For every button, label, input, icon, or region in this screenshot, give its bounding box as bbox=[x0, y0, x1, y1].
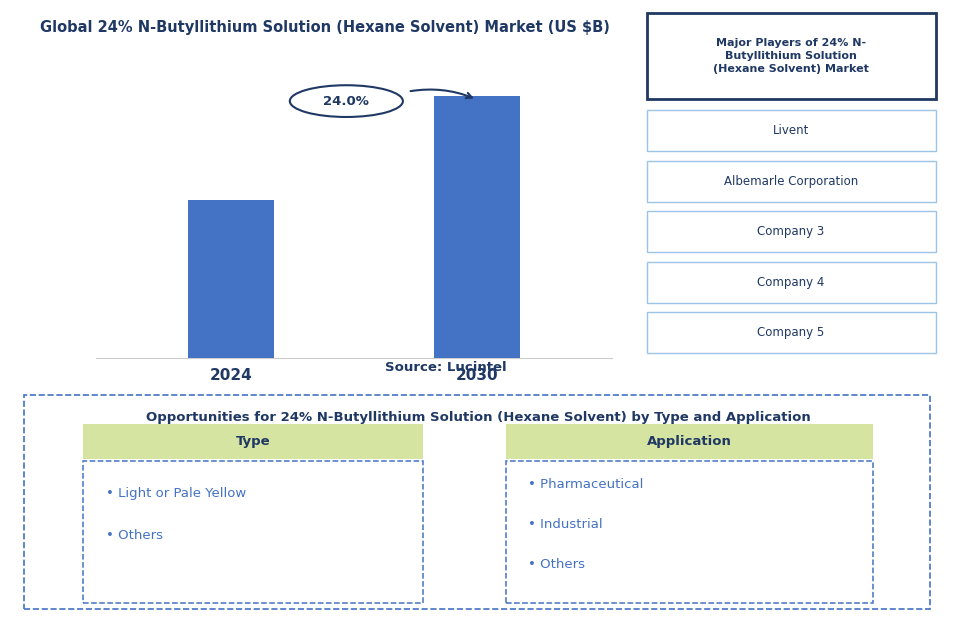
Text: Albemarle Corporation: Albemarle Corporation bbox=[724, 175, 858, 188]
Text: Application: Application bbox=[646, 435, 731, 448]
FancyBboxPatch shape bbox=[506, 424, 873, 459]
Text: • Pharmaceutical: • Pharmaceutical bbox=[529, 478, 643, 491]
FancyBboxPatch shape bbox=[646, 211, 936, 252]
Text: • Others: • Others bbox=[106, 529, 163, 542]
Text: Type: Type bbox=[236, 435, 271, 448]
Text: Company 5: Company 5 bbox=[757, 326, 825, 339]
FancyBboxPatch shape bbox=[646, 110, 936, 151]
FancyBboxPatch shape bbox=[646, 13, 936, 99]
Bar bbox=[434, 97, 520, 358]
Text: 24.0%: 24.0% bbox=[323, 95, 369, 108]
FancyBboxPatch shape bbox=[24, 395, 930, 609]
Text: Company 4: Company 4 bbox=[757, 276, 825, 288]
Text: • Others: • Others bbox=[529, 558, 585, 571]
FancyBboxPatch shape bbox=[646, 161, 936, 202]
Text: Major Players of 24% N-
Butyllithium Solution
(Hexane Solvent) Market: Major Players of 24% N- Butyllithium Sol… bbox=[713, 38, 869, 74]
Text: Opportunities for 24% N-Butyllithium Solution (Hexane Solvent) by Type and Appli: Opportunities for 24% N-Butyllithium Sol… bbox=[145, 411, 811, 424]
Text: Global 24% N-Butyllithium Solution (Hexane Solvent) Market (US $B): Global 24% N-Butyllithium Solution (Hexa… bbox=[40, 20, 610, 35]
FancyBboxPatch shape bbox=[83, 461, 423, 602]
Text: • Light or Pale Yellow: • Light or Pale Yellow bbox=[106, 487, 247, 500]
FancyBboxPatch shape bbox=[646, 262, 936, 303]
Text: Company 3: Company 3 bbox=[757, 226, 825, 238]
FancyBboxPatch shape bbox=[646, 312, 936, 353]
FancyBboxPatch shape bbox=[83, 424, 423, 459]
FancyBboxPatch shape bbox=[506, 461, 873, 602]
Text: Livent: Livent bbox=[772, 125, 810, 137]
Bar bbox=[187, 199, 273, 358]
Text: Source: Lucintel: Source: Lucintel bbox=[385, 361, 507, 374]
Text: • Industrial: • Industrial bbox=[529, 518, 603, 531]
